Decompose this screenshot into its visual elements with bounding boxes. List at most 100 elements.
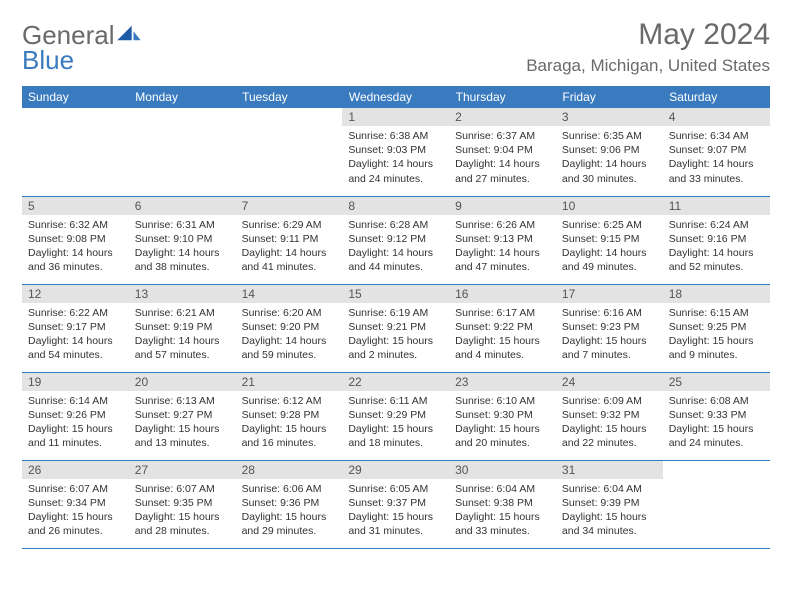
day-number: 9: [449, 197, 556, 215]
day-number: 1: [342, 108, 449, 126]
day-data: Sunrise: 6:04 AMSunset: 9:38 PMDaylight:…: [449, 479, 556, 543]
sunrise-text: Sunrise: 6:22 AM: [28, 306, 123, 320]
daylight-text: Daylight: 14 hours and 36 minutes.: [28, 246, 123, 274]
calendar-cell: 19Sunrise: 6:14 AMSunset: 9:26 PMDayligh…: [22, 372, 129, 460]
title-block: May 2024 Baraga, Michigan, United States: [526, 18, 770, 76]
daylight-text: Daylight: 14 hours and 24 minutes.: [348, 157, 443, 185]
calendar-cell: 13Sunrise: 6:21 AMSunset: 9:19 PMDayligh…: [129, 284, 236, 372]
sunset-text: Sunset: 9:10 PM: [135, 232, 230, 246]
day-data: Sunrise: 6:19 AMSunset: 9:21 PMDaylight:…: [342, 303, 449, 367]
calendar-cell: [129, 108, 236, 196]
day-number: 5: [22, 197, 129, 215]
sunrise-text: Sunrise: 6:12 AM: [242, 394, 337, 408]
daylight-text: Daylight: 15 hours and 16 minutes.: [242, 422, 337, 450]
day-data: Sunrise: 6:31 AMSunset: 9:10 PMDaylight:…: [129, 215, 236, 279]
day-number: 3: [556, 108, 663, 126]
day-data: Sunrise: 6:38 AMSunset: 9:03 PMDaylight:…: [342, 126, 449, 190]
sunrise-text: Sunrise: 6:15 AM: [669, 306, 764, 320]
sunrise-text: Sunrise: 6:21 AM: [135, 306, 230, 320]
sunset-text: Sunset: 9:32 PM: [562, 408, 657, 422]
day-number: 6: [129, 197, 236, 215]
sunrise-text: Sunrise: 6:24 AM: [669, 218, 764, 232]
day-data: Sunrise: 6:05 AMSunset: 9:37 PMDaylight:…: [342, 479, 449, 543]
daylight-text: Daylight: 15 hours and 20 minutes.: [455, 422, 550, 450]
calendar-cell: [663, 460, 770, 548]
calendar-cell: 25Sunrise: 6:08 AMSunset: 9:33 PMDayligh…: [663, 372, 770, 460]
day-number: 10: [556, 197, 663, 215]
day-number: 15: [342, 285, 449, 303]
calendar-cell: 20Sunrise: 6:13 AMSunset: 9:27 PMDayligh…: [129, 372, 236, 460]
daylight-text: Daylight: 15 hours and 9 minutes.: [669, 334, 764, 362]
day-data: Sunrise: 6:22 AMSunset: 9:17 PMDaylight:…: [22, 303, 129, 367]
day-number: 29: [342, 461, 449, 479]
day-data: Sunrise: 6:11 AMSunset: 9:29 PMDaylight:…: [342, 391, 449, 455]
weekday-header: Tuesday: [236, 86, 343, 108]
sunrise-text: Sunrise: 6:14 AM: [28, 394, 123, 408]
day-number: 16: [449, 285, 556, 303]
sunrise-text: Sunrise: 6:04 AM: [562, 482, 657, 496]
day-data: Sunrise: 6:28 AMSunset: 9:12 PMDaylight:…: [342, 215, 449, 279]
day-data: Sunrise: 6:17 AMSunset: 9:22 PMDaylight:…: [449, 303, 556, 367]
calendar-week-row: 1Sunrise: 6:38 AMSunset: 9:03 PMDaylight…: [22, 108, 770, 196]
sunrise-text: Sunrise: 6:31 AM: [135, 218, 230, 232]
calendar-body: 1Sunrise: 6:38 AMSunset: 9:03 PMDaylight…: [22, 108, 770, 548]
day-data: Sunrise: 6:09 AMSunset: 9:32 PMDaylight:…: [556, 391, 663, 455]
sunset-text: Sunset: 9:25 PM: [669, 320, 764, 334]
calendar-cell: 29Sunrise: 6:05 AMSunset: 9:37 PMDayligh…: [342, 460, 449, 548]
day-number: 21: [236, 373, 343, 391]
sunrise-text: Sunrise: 6:16 AM: [562, 306, 657, 320]
daylight-text: Daylight: 14 hours and 47 minutes.: [455, 246, 550, 274]
daylight-text: Daylight: 15 hours and 33 minutes.: [455, 510, 550, 538]
calendar-cell: [236, 108, 343, 196]
calendar-cell: 22Sunrise: 6:11 AMSunset: 9:29 PMDayligh…: [342, 372, 449, 460]
day-number: 18: [663, 285, 770, 303]
calendar-cell: 9Sunrise: 6:26 AMSunset: 9:13 PMDaylight…: [449, 196, 556, 284]
sunset-text: Sunset: 9:27 PM: [135, 408, 230, 422]
sunrise-text: Sunrise: 6:37 AM: [455, 129, 550, 143]
sunrise-text: Sunrise: 6:07 AM: [28, 482, 123, 496]
calendar-cell: 26Sunrise: 6:07 AMSunset: 9:34 PMDayligh…: [22, 460, 129, 548]
sunrise-text: Sunrise: 6:04 AM: [455, 482, 550, 496]
day-data: Sunrise: 6:20 AMSunset: 9:20 PMDaylight:…: [236, 303, 343, 367]
sunset-text: Sunset: 9:33 PM: [669, 408, 764, 422]
daylight-text: Daylight: 14 hours and 30 minutes.: [562, 157, 657, 185]
calendar-week-row: 12Sunrise: 6:22 AMSunset: 9:17 PMDayligh…: [22, 284, 770, 372]
daylight-text: Daylight: 15 hours and 18 minutes.: [348, 422, 443, 450]
sunrise-text: Sunrise: 6:34 AM: [669, 129, 764, 143]
daylight-text: Daylight: 15 hours and 11 minutes.: [28, 422, 123, 450]
day-data: Sunrise: 6:07 AMSunset: 9:35 PMDaylight:…: [129, 479, 236, 543]
sunset-text: Sunset: 9:34 PM: [28, 496, 123, 510]
weekday-header: Wednesday: [342, 86, 449, 108]
calendar-cell: 15Sunrise: 6:19 AMSunset: 9:21 PMDayligh…: [342, 284, 449, 372]
sunrise-text: Sunrise: 6:05 AM: [348, 482, 443, 496]
calendar-cell: 11Sunrise: 6:24 AMSunset: 9:16 PMDayligh…: [663, 196, 770, 284]
daylight-text: Daylight: 15 hours and 29 minutes.: [242, 510, 337, 538]
weekday-header: Sunday: [22, 86, 129, 108]
sunrise-text: Sunrise: 6:26 AM: [455, 218, 550, 232]
day-data: Sunrise: 6:35 AMSunset: 9:06 PMDaylight:…: [556, 126, 663, 190]
daylight-text: Daylight: 14 hours and 57 minutes.: [135, 334, 230, 362]
logo-text-blue: Blue: [22, 45, 74, 76]
location: Baraga, Michigan, United States: [526, 56, 770, 76]
day-number: 17: [556, 285, 663, 303]
calendar-cell: 5Sunrise: 6:32 AMSunset: 9:08 PMDaylight…: [22, 196, 129, 284]
sunset-text: Sunset: 9:19 PM: [135, 320, 230, 334]
calendar-week-row: 19Sunrise: 6:14 AMSunset: 9:26 PMDayligh…: [22, 372, 770, 460]
sunset-text: Sunset: 9:20 PM: [242, 320, 337, 334]
calendar-cell: 18Sunrise: 6:15 AMSunset: 9:25 PMDayligh…: [663, 284, 770, 372]
calendar-cell: 6Sunrise: 6:31 AMSunset: 9:10 PMDaylight…: [129, 196, 236, 284]
day-number: 20: [129, 373, 236, 391]
sunrise-text: Sunrise: 6:10 AM: [455, 394, 550, 408]
day-data: Sunrise: 6:34 AMSunset: 9:07 PMDaylight:…: [663, 126, 770, 190]
sunset-text: Sunset: 9:29 PM: [348, 408, 443, 422]
calendar-cell: 1Sunrise: 6:38 AMSunset: 9:03 PMDaylight…: [342, 108, 449, 196]
sunset-text: Sunset: 9:36 PM: [242, 496, 337, 510]
day-data: Sunrise: 6:37 AMSunset: 9:04 PMDaylight:…: [449, 126, 556, 190]
sunrise-text: Sunrise: 6:32 AM: [28, 218, 123, 232]
daylight-text: Daylight: 14 hours and 41 minutes.: [242, 246, 337, 274]
sunset-text: Sunset: 9:17 PM: [28, 320, 123, 334]
day-data: Sunrise: 6:15 AMSunset: 9:25 PMDaylight:…: [663, 303, 770, 367]
month-title: May 2024: [526, 18, 770, 52]
daylight-text: Daylight: 14 hours and 27 minutes.: [455, 157, 550, 185]
day-number: 26: [22, 461, 129, 479]
